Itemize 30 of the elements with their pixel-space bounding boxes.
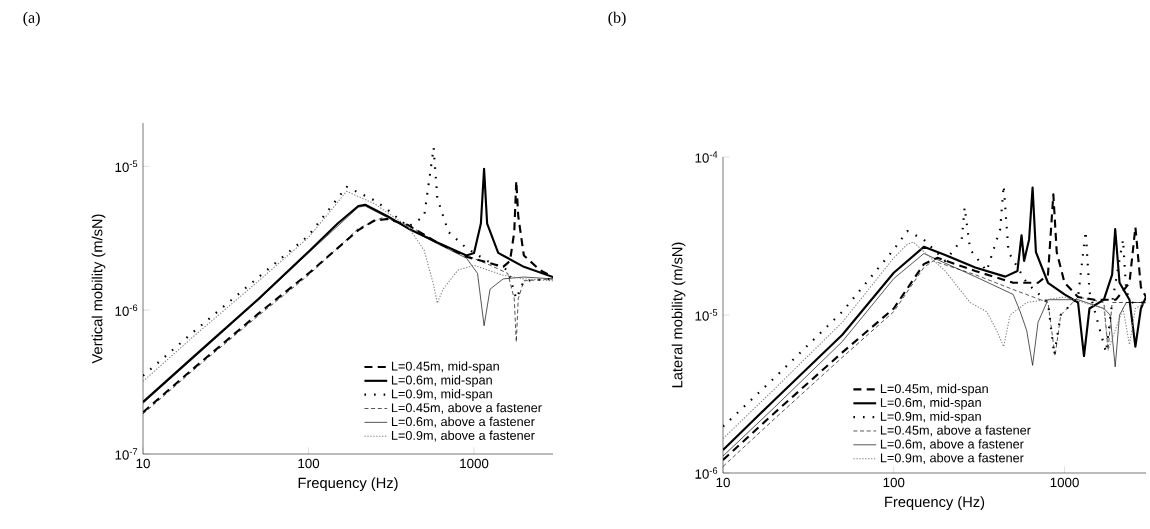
y-tick-label: 10$^{-6}$ <box>695 467 718 479</box>
x-tick-label: 1000 <box>460 458 489 469</box>
legend-label: L=0.45m, above a fastener <box>391 402 542 414</box>
legend-label: L=0.6m, above a fastener <box>391 416 535 428</box>
x-tick-label: 100 <box>883 477 905 488</box>
legend-label: L=0.45m, above a fastener <box>880 425 1031 437</box>
legend-label: L=0.6m, mid-span <box>391 375 492 388</box>
legend-label: L=0.9m, mid-span <box>391 389 492 401</box>
y-axis-title: Lateral mobility (m/sN) <box>671 242 686 388</box>
legend-label: L=0.45m, mid-span <box>391 361 499 374</box>
y-axis-title: Vertical mobility (m/sN) <box>91 214 106 364</box>
y-tick-label: 10$^{-4}$ <box>695 151 718 163</box>
legend-label: L=0.9m, above a fastener <box>391 430 535 442</box>
y-tick-label: 10$^{-5}$ <box>695 309 718 321</box>
legend-label: L=0.45m, mid-span <box>880 383 988 396</box>
x-tick-label: 1000 <box>1050 477 1079 488</box>
legend-label: L=0.6m, mid-span <box>880 397 981 410</box>
x-tick-label: 10 <box>716 477 730 488</box>
chart-title: (b) <box>608 11 626 27</box>
chart-title: (a) <box>23 11 40 27</box>
x-tick-label: 100 <box>298 458 320 469</box>
y-tick-label: 10$^{-5}$ <box>115 160 138 172</box>
x-axis-title: Frequency (Hz) <box>885 496 985 510</box>
legend-label: L=0.9m, above a fastener <box>880 453 1024 464</box>
legend-label: L=0.9m, mid-span <box>880 411 981 424</box>
y-tick-label: 10$^{-7}$ <box>115 448 138 460</box>
x-tick-label: 10 <box>136 458 150 469</box>
y-tick-label: 10$^{-6}$ <box>115 304 138 316</box>
legend-label: L=0.6m, above a fastener <box>880 439 1024 451</box>
x-axis-title: Frequency (Hz) <box>298 477 398 491</box>
